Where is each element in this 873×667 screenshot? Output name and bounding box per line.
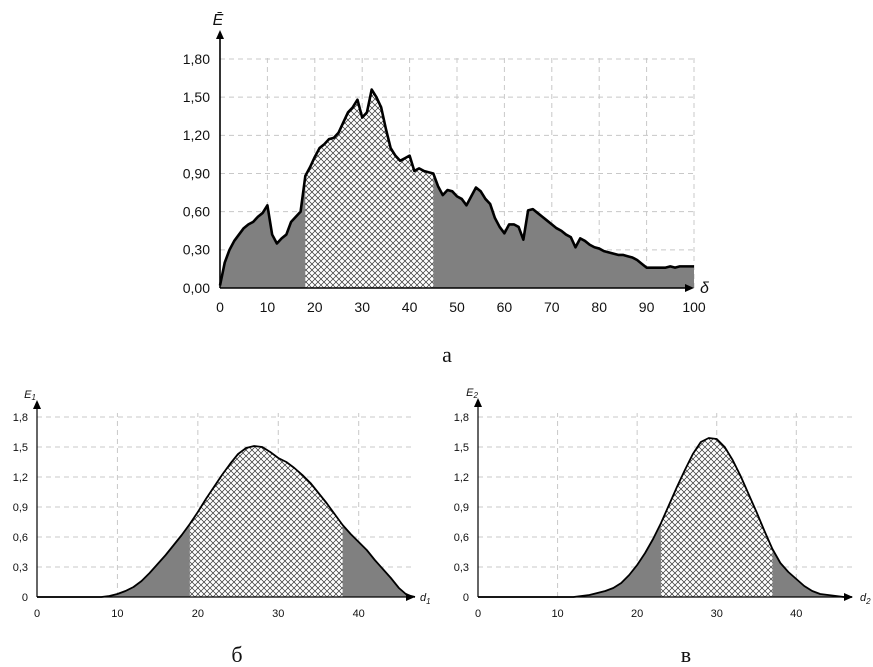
x-tick-label: 20 bbox=[307, 299, 323, 315]
x-tick-label: 20 bbox=[192, 608, 204, 620]
x-axis-label-sub: 1 bbox=[426, 597, 430, 606]
y-tick-label: 0,60 bbox=[183, 204, 210, 220]
x-tick-label: 0 bbox=[216, 299, 224, 315]
y-axis-label: Ē bbox=[213, 11, 224, 29]
y-tick-label: 0 bbox=[22, 592, 28, 604]
y-axis-arrow bbox=[216, 30, 224, 39]
x-tick-label: 80 bbox=[591, 299, 607, 315]
y-tick-label: 1,2 bbox=[454, 472, 469, 484]
highlight-region bbox=[661, 438, 773, 597]
y-tick-label: 0,6 bbox=[454, 532, 469, 544]
y-tick-label: 0 bbox=[463, 592, 469, 604]
x-axis-label-sub: 2 bbox=[865, 597, 871, 606]
x-tick-label: 10 bbox=[111, 608, 123, 620]
y-tick-label: 1,5 bbox=[454, 442, 469, 454]
y-tick-label: 0,90 bbox=[183, 165, 210, 181]
x-tick-label: 10 bbox=[260, 299, 276, 315]
x-axis-arrow bbox=[844, 593, 853, 601]
x-tick-label: 30 bbox=[354, 299, 370, 315]
series-line bbox=[218, 88, 694, 286]
chart-panel-b: 0 10 20 30 40 0 0,3 0,6 0,9 1,2 1,5 1,8 E1 d1 б bbox=[13, 389, 431, 667]
y-tick-label: 0,6 bbox=[13, 532, 28, 544]
y-tick-label: 0,9 bbox=[13, 502, 28, 514]
x-tick-label: 40 bbox=[402, 299, 418, 315]
x-axis-arrow bbox=[406, 593, 415, 601]
y-axis-label: E2 bbox=[466, 387, 478, 400]
x-tick-label: 90 bbox=[639, 299, 655, 315]
panel-caption: в bbox=[681, 642, 691, 667]
y-tick-label: 0,3 bbox=[454, 562, 469, 574]
y-tick-label: 1,8 bbox=[13, 412, 28, 424]
chart-panel-c: 0 10 20 30 40 0 0,3 0,6 0,9 1,2 1,5 1,8 E2 d2 в bbox=[454, 387, 871, 667]
x-tick-label: 0 bbox=[34, 608, 40, 620]
y-tick-label: 1,2 bbox=[13, 472, 28, 484]
y-axis-arrow bbox=[33, 400, 41, 409]
x-tick-label: 30 bbox=[711, 608, 723, 620]
x-axis-label: d1 bbox=[420, 592, 431, 606]
x-tick-label: 50 bbox=[449, 299, 465, 315]
y-tick-label: 0,9 bbox=[454, 502, 469, 514]
y-tick-label: 0,30 bbox=[183, 242, 210, 258]
x-tick-label: 10 bbox=[551, 608, 563, 620]
y-axis-label-sub: 1 bbox=[31, 393, 35, 402]
y-axis-label: E1 bbox=[24, 389, 36, 402]
x-axis-label: δ bbox=[700, 280, 710, 297]
x-tick-label: 0 bbox=[475, 608, 481, 620]
y-axis-label-sub: 2 bbox=[472, 391, 478, 400]
y-tick-label: 0,3 bbox=[13, 562, 28, 574]
series-line bbox=[37, 445, 416, 598]
x-tick-label: 100 bbox=[682, 299, 706, 315]
x-tick-label: 40 bbox=[353, 608, 365, 620]
x-tick-label: 60 bbox=[497, 299, 513, 315]
x-axis-label: d2 bbox=[860, 592, 871, 606]
series-line bbox=[478, 437, 852, 598]
y-tick-label: 1,50 bbox=[183, 89, 210, 105]
x-tick-label: 70 bbox=[544, 299, 560, 315]
y-tick-label: 1,8 bbox=[454, 412, 469, 424]
y-tick-label: 1,20 bbox=[183, 127, 210, 143]
x-tick-label: 40 bbox=[790, 608, 802, 620]
highlight-region bbox=[305, 89, 434, 289]
chart-panel-a: 0 10 20 30 40 50 60 70 80 90 100 0,00 0,30 0,60 0,90 1,… bbox=[183, 11, 710, 367]
y-tick-label: 0,00 bbox=[183, 280, 210, 296]
x-tick-label: 20 bbox=[631, 608, 643, 620]
y-tick-label: 1,5 bbox=[13, 442, 28, 454]
x-tick-label: 30 bbox=[272, 608, 284, 620]
highlight-region bbox=[189, 446, 343, 597]
y-axis-arrow bbox=[474, 398, 482, 407]
y-tick-label: 1,80 bbox=[183, 51, 210, 67]
x-axis-arrow bbox=[685, 284, 694, 292]
panel-caption: а bbox=[442, 342, 452, 367]
panel-caption: б bbox=[231, 642, 242, 667]
